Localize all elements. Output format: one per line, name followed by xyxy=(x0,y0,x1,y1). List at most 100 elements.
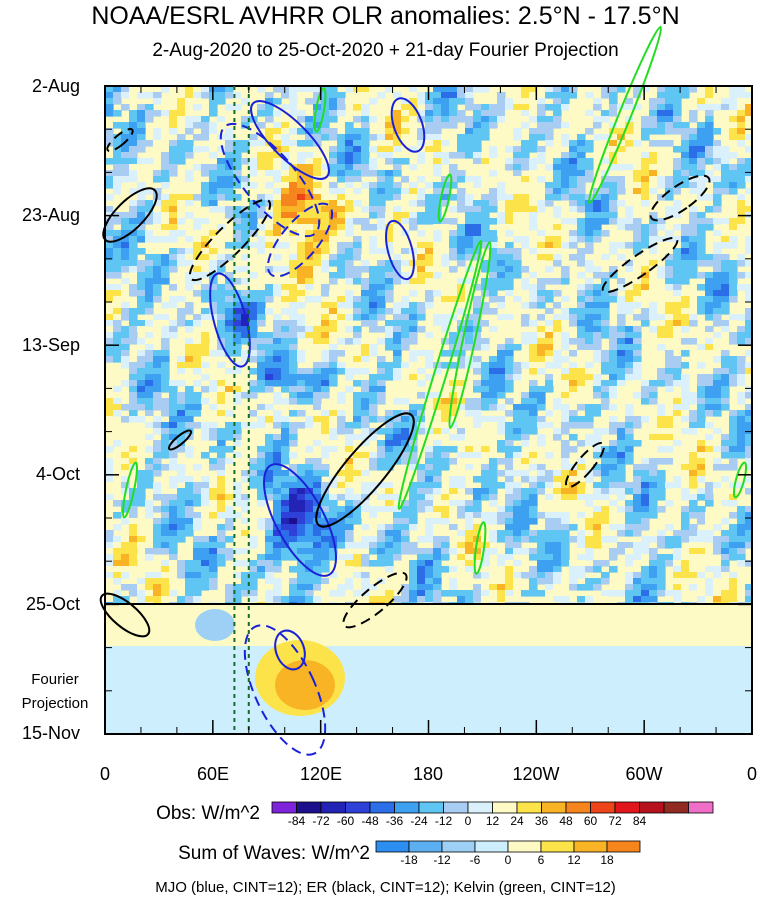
obs-cell xyxy=(193,266,202,273)
obs-cell xyxy=(121,122,130,129)
obs-cell xyxy=(273,506,282,513)
obs-cell xyxy=(425,146,434,153)
obs-cell xyxy=(601,290,610,297)
obs-cell xyxy=(177,158,186,165)
obs-cell xyxy=(665,338,674,345)
obs-cell xyxy=(217,332,226,339)
obs-cell xyxy=(601,254,610,261)
obs-cell xyxy=(209,296,218,303)
obs-cell xyxy=(249,356,258,363)
obs-cell xyxy=(169,518,178,525)
obs-cell xyxy=(393,116,402,123)
obs-cell xyxy=(705,86,714,93)
obs-cell xyxy=(313,416,322,423)
obs-cell xyxy=(537,272,546,279)
obs-cell xyxy=(537,482,546,489)
obs-cell xyxy=(657,368,666,375)
obs-cell xyxy=(681,218,690,225)
obs-cell xyxy=(529,212,538,219)
obs-cell xyxy=(673,248,682,255)
obs-cell xyxy=(105,494,114,501)
obs-cell xyxy=(209,206,218,213)
obs-cell xyxy=(369,542,378,549)
obs-cell xyxy=(345,278,354,285)
obs-cell xyxy=(257,110,266,117)
obs-cell xyxy=(665,110,674,117)
obs-cell xyxy=(633,332,642,339)
obs-cell xyxy=(537,284,546,291)
obs-cell xyxy=(217,98,226,105)
obs-cell xyxy=(481,320,490,327)
obs-cell xyxy=(681,134,690,141)
obs-cell xyxy=(201,164,210,171)
obs-cell xyxy=(513,194,522,201)
obs-cell xyxy=(633,356,642,363)
obs-cell xyxy=(313,536,322,543)
obs-cell xyxy=(505,254,514,261)
obs-cell xyxy=(609,392,618,399)
obs-cell xyxy=(737,326,746,333)
obs-cell xyxy=(593,212,602,219)
obs-cell xyxy=(449,410,458,417)
obs-cell xyxy=(681,446,690,453)
obs-cell xyxy=(689,500,698,507)
obs-cell xyxy=(473,170,482,177)
obs-cell xyxy=(217,530,226,537)
obs-cell xyxy=(489,230,498,237)
obs-cell xyxy=(649,530,658,537)
obs-cell xyxy=(185,260,194,267)
obs-cell xyxy=(361,428,370,435)
obs-cell xyxy=(553,374,562,381)
obs-cell xyxy=(225,206,234,213)
obs-cell xyxy=(273,140,282,147)
obs-cell xyxy=(689,506,698,513)
obs-cell xyxy=(369,86,378,93)
obs-cell xyxy=(553,476,562,483)
obs-cell xyxy=(457,380,466,387)
obs-cell xyxy=(185,422,194,429)
obs-cell xyxy=(545,452,554,459)
obs-cell xyxy=(609,506,618,513)
obs-cell xyxy=(505,104,514,111)
obs-cell xyxy=(385,224,394,231)
obs-cell xyxy=(449,290,458,297)
obs-cell xyxy=(393,524,402,531)
obs-cell xyxy=(353,332,362,339)
obs-cell xyxy=(577,116,586,123)
obs-cell xyxy=(441,464,450,471)
obs-cell xyxy=(305,242,314,249)
obs-cell xyxy=(737,110,746,117)
obs-cell xyxy=(577,224,586,231)
obs-cell xyxy=(401,542,410,549)
obs-cell xyxy=(417,110,426,117)
obs-cell xyxy=(457,146,466,153)
obs-cell xyxy=(441,434,450,441)
obs-cell xyxy=(705,530,714,537)
obs-cell xyxy=(641,194,650,201)
obs-cell xyxy=(745,194,752,201)
obs-cell xyxy=(489,356,498,363)
obs-cell xyxy=(289,194,298,201)
obs-cell xyxy=(185,236,194,243)
obs-cell xyxy=(681,320,690,327)
obs-cell xyxy=(417,500,426,507)
obs-cell xyxy=(673,116,682,123)
obs-cell xyxy=(473,440,482,447)
obs-cell xyxy=(265,332,274,339)
obs-cell xyxy=(409,410,418,417)
obs-cell xyxy=(473,554,482,561)
obs-cell xyxy=(609,176,618,183)
obs-cell xyxy=(177,188,186,195)
obs-cell xyxy=(281,302,290,309)
obs-cell xyxy=(377,236,386,243)
obs-cell xyxy=(177,116,186,123)
obs-cell xyxy=(513,302,522,309)
obs-cell xyxy=(377,176,386,183)
obs-cell xyxy=(673,212,682,219)
obs-cell xyxy=(721,224,730,231)
obs-cell xyxy=(201,188,210,195)
obs-cell xyxy=(705,98,714,105)
obs-cell xyxy=(209,542,218,549)
obs-cell xyxy=(281,146,290,153)
obs-cell xyxy=(361,398,370,405)
